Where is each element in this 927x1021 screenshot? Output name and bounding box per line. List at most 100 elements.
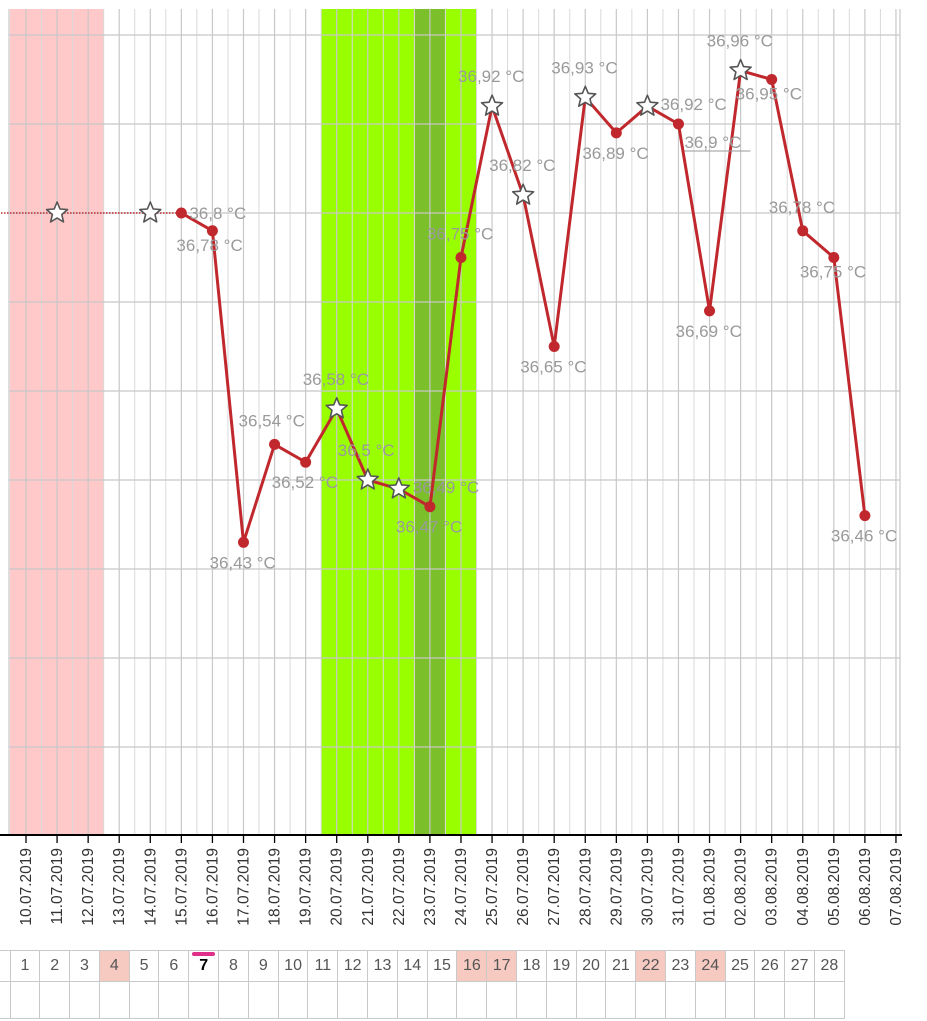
cycle-day-cell[interactable]: 12 bbox=[337, 950, 369, 982]
x-tick-label: 02.08.2019 bbox=[733, 848, 750, 926]
cycle-day-cell[interactable]: 10 bbox=[277, 950, 309, 982]
cycle-note-cell bbox=[307, 981, 339, 1019]
temperature-series bbox=[0, 58, 871, 548]
x-tick-label: 19.07.2019 bbox=[298, 848, 315, 926]
cycle-note-cell bbox=[486, 981, 518, 1019]
value-label: 36,49 °C bbox=[413, 478, 479, 497]
value-label: 36,46 °C bbox=[831, 527, 897, 546]
data-point bbox=[766, 74, 778, 85]
x-tick-label: 01.08.2019 bbox=[702, 848, 719, 926]
cycle-day-cell[interactable]: 3 bbox=[69, 950, 100, 982]
x-tick-label: 15.07.2019 bbox=[173, 848, 190, 926]
cycle-note-cell bbox=[128, 981, 160, 1019]
x-tick-label: 16.07.2019 bbox=[204, 848, 221, 926]
x-tick-label: 04.08.2019 bbox=[795, 848, 812, 926]
star-marker bbox=[511, 183, 535, 205]
cycle-day-cell[interactable]: 16 bbox=[456, 950, 488, 982]
x-tick-label: 27.07.2019 bbox=[546, 848, 563, 926]
cycle-day-cell[interactable]: 5 bbox=[128, 950, 160, 982]
cycle-day-cell[interactable]: 17 bbox=[486, 950, 518, 982]
data-point bbox=[269, 438, 281, 450]
cycle-day-cell[interactable]: 7 bbox=[188, 950, 220, 982]
value-label: 36,9 °C bbox=[684, 133, 741, 152]
star-marker bbox=[139, 201, 162, 223]
cycle-note-cell bbox=[158, 981, 190, 1019]
cycle-day-cell[interactable]: 11 bbox=[307, 950, 339, 982]
cycle-note-cell bbox=[545, 981, 577, 1019]
x-tick-label: 17.07.2019 bbox=[235, 848, 252, 926]
cycle-day-cell[interactable]: 21 bbox=[605, 950, 637, 982]
value-label: 36,95 °C bbox=[736, 85, 802, 104]
x-tick-label: 29.07.2019 bbox=[608, 848, 625, 926]
value-label: 36,75 °C bbox=[427, 225, 493, 244]
value-label: 36,93 °C bbox=[551, 58, 617, 77]
value-label: 36,52 °C bbox=[272, 473, 338, 492]
cycle-note-cell bbox=[754, 981, 786, 1019]
x-tick-label: 11.07.2019 bbox=[49, 848, 66, 924]
x-tick-label: 26.07.2019 bbox=[515, 848, 532, 926]
x-tick-label: 25.07.2019 bbox=[484, 848, 501, 926]
data-point bbox=[175, 207, 187, 219]
cycle-note-spacer bbox=[0, 981, 11, 1019]
x-tick-label: 07.08.2019 bbox=[888, 848, 905, 926]
cycle-day-cell[interactable]: 27 bbox=[784, 950, 816, 982]
cycle-day-cell[interactable]: 28 bbox=[814, 950, 845, 982]
cycle-day-cell[interactable]: 9 bbox=[247, 950, 279, 982]
cycle-note-cell bbox=[605, 981, 637, 1019]
cycle-day-cell[interactable]: 4 bbox=[98, 950, 130, 982]
cycle-note-cell bbox=[247, 981, 279, 1019]
cycle-day-cell[interactable]: 24 bbox=[694, 950, 726, 982]
value-label: 36,78 °C bbox=[769, 198, 835, 217]
x-tick-label: 14.07.2019 bbox=[142, 848, 159, 926]
cycle-note-cell bbox=[694, 981, 726, 1019]
cycle-day-cell[interactable]: 19 bbox=[545, 950, 577, 982]
x-tick-label: 05.08.2019 bbox=[826, 848, 843, 926]
value-label: 36,43 °C bbox=[209, 553, 275, 572]
star-marker bbox=[729, 58, 752, 81]
value-label: 36,78 °C bbox=[176, 236, 242, 255]
cycle-note-cell bbox=[575, 981, 607, 1019]
cycle-note-cell bbox=[456, 981, 488, 1019]
data-point bbox=[424, 501, 436, 513]
star-marker bbox=[574, 85, 597, 107]
cycle-day-cell[interactable]: 25 bbox=[724, 950, 756, 982]
cycle-note-row bbox=[0, 981, 845, 1019]
cycle-note-cell bbox=[396, 981, 428, 1019]
cycle-day-cell[interactable]: 8 bbox=[218, 950, 249, 982]
cycle-day-cell[interactable]: 14 bbox=[396, 950, 428, 982]
cycle-note-cell bbox=[69, 981, 100, 1019]
x-tick-label: 13.07.2019 bbox=[111, 848, 128, 926]
data-point bbox=[455, 252, 467, 263]
cycle-note-cell bbox=[516, 981, 547, 1019]
cycle-note-cell bbox=[337, 981, 369, 1019]
value-label: 36,58 °C bbox=[303, 370, 369, 389]
cycle-day-cell[interactable]: 15 bbox=[426, 950, 458, 982]
x-tick-label: 31.07.2019 bbox=[670, 848, 687, 926]
data-point bbox=[704, 305, 716, 317]
cycle-day-cell[interactable]: 18 bbox=[516, 950, 547, 982]
cycle-day-cell[interactable]: 26 bbox=[754, 950, 786, 982]
cycle-note-cell bbox=[39, 981, 71, 1019]
cycle-note-cell bbox=[367, 981, 398, 1019]
x-tick-label: 20.07.2019 bbox=[329, 848, 346, 926]
cycle-day-cell[interactable]: 6 bbox=[158, 950, 190, 982]
cycle-note-cell bbox=[277, 981, 309, 1019]
cycle-note-cell bbox=[98, 981, 130, 1019]
value-label: 36,75 °C bbox=[800, 263, 866, 282]
cycle-day-row: 1 2 3 4 5 6 7 8 9 10 11 12 13 14 15 16 17 18 19 20 21 22 23 24 2… bbox=[0, 950, 845, 982]
value-label: 36,5 °C bbox=[338, 441, 395, 460]
cycle-note-cell bbox=[784, 981, 816, 1019]
cycle-day-cell[interactable]: 20 bbox=[575, 950, 607, 982]
value-label: 36,96 °C bbox=[707, 32, 773, 51]
star-marker bbox=[45, 201, 69, 223]
value-label: 36,47 °C bbox=[396, 518, 462, 537]
cycle-day-cell[interactable]: 1 bbox=[9, 950, 41, 982]
cycle-day-cell[interactable]: 22 bbox=[635, 950, 667, 982]
cycle-day-cell[interactable]: 2 bbox=[39, 950, 71, 982]
cycle-day-cell[interactable]: 23 bbox=[665, 950, 696, 982]
x-tick-label: 21.07.2019 bbox=[360, 848, 377, 926]
cycle-day-cell[interactable]: 13 bbox=[367, 950, 398, 982]
cycle-day-spacer bbox=[0, 950, 11, 982]
value-label: 36,89 °C bbox=[582, 144, 648, 163]
x-tick-label: 10.07.2019 bbox=[18, 848, 35, 926]
